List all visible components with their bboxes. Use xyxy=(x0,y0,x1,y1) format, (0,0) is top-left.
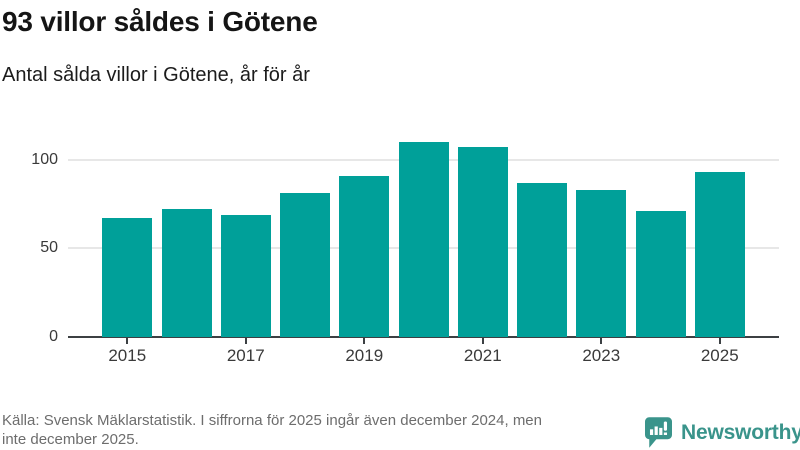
x-axis-line xyxy=(68,336,779,338)
source-note-line2: inte december 2025. xyxy=(2,431,139,448)
bar-2015 xyxy=(102,218,153,337)
x-axis-label-2023: 2023 xyxy=(582,346,621,365)
bar-2024 xyxy=(635,211,686,337)
x-tick-2015 xyxy=(126,337,129,344)
bar-2022 xyxy=(517,182,567,337)
plot-area xyxy=(68,140,779,338)
x-tick-2017 xyxy=(244,337,247,344)
x-tick-2021 xyxy=(481,337,484,344)
y-axis-label-50: 50 xyxy=(40,239,58,257)
x-axis-label-2021: 2021 xyxy=(463,346,502,365)
x-axis-label-2019: 2019 xyxy=(345,346,384,365)
chart-title: 93 villor såldes i Götene xyxy=(2,6,318,37)
y-axis-label-0: 0 xyxy=(49,328,58,345)
bar-2018 xyxy=(280,193,330,337)
source-note: Källa: Svensk Mäklarstatistik. I siffror… xyxy=(2,411,542,449)
x-axis-label-2017: 2017 xyxy=(226,346,265,365)
y-axis-label-100: 100 xyxy=(31,150,58,168)
x-tick-2019 xyxy=(363,337,366,344)
chart-subtitle: Antal sålda villor i Götene, år för år xyxy=(2,64,310,86)
x-tick-2023 xyxy=(600,337,603,344)
newsworthy-bubble-icon xyxy=(645,417,672,448)
bar-2017 xyxy=(220,214,271,337)
x-axis-label-2025: 2025 xyxy=(700,346,739,365)
x-axis-label-2015: 2015 xyxy=(108,346,147,365)
bar-2021 xyxy=(457,147,508,337)
source-note-line1: Källa: Svensk Mäklarstatistik. I siffror… xyxy=(2,412,542,429)
x-tick-2025 xyxy=(718,337,721,344)
bar-2020 xyxy=(398,141,449,337)
newsworthy-wordmark: Newsworthy xyxy=(681,420,800,444)
newsworthy-logo: Newsworthy xyxy=(645,417,800,448)
bar-2016 xyxy=(161,209,212,337)
bar-2019 xyxy=(339,175,390,337)
bar-2025 xyxy=(694,171,745,337)
bar-2023 xyxy=(576,189,627,337)
